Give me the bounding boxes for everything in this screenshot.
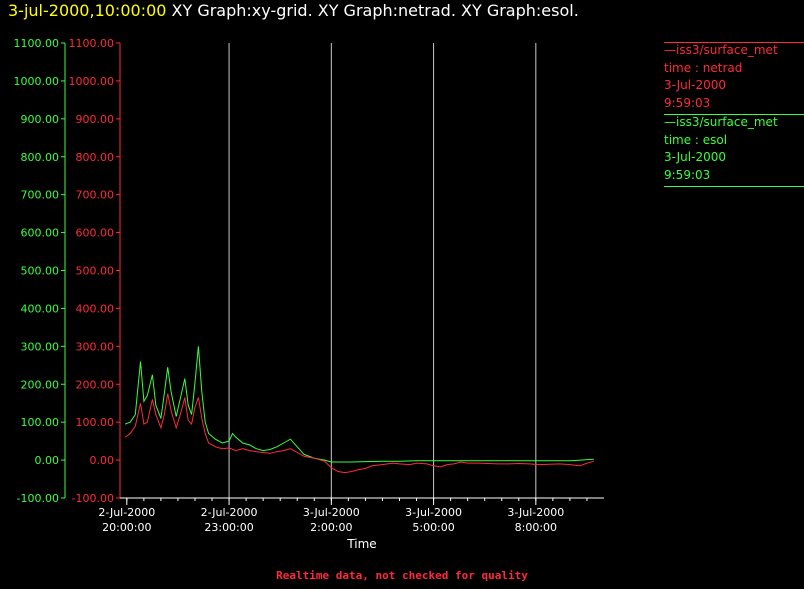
legend-esol-date: 3-Jul-2000 bbox=[664, 150, 726, 164]
xy-graph: -100.00 -100.00 0.00 0.00 100.00 100.00 200.00… bbox=[14, 37, 604, 551]
graph-title: 3-jul-2000,10:00:00 XY Graph:xy-grid. XY… bbox=[8, 1, 579, 20]
legend-esol-source: —iss3/surface_met bbox=[664, 115, 778, 129]
netrad-ytick-label-0: -100.00 bbox=[72, 492, 114, 505]
legend-netrad: —iss3/surface_met time : netrad 3-Jul-20… bbox=[664, 42, 804, 116]
esol-ytick-label-7: 600.00 bbox=[21, 227, 60, 240]
x-tick-time-4: 8:00:00 bbox=[515, 521, 557, 534]
esol-ytick-label-1: 0.00 bbox=[35, 454, 60, 467]
legend-netrad-date: 3-Jul-2000 bbox=[664, 78, 726, 92]
legend-netrad-variable: time : netrad bbox=[664, 60, 743, 75]
netrad-ytick-label-8: 700.00 bbox=[76, 189, 115, 202]
legend-esol-variable: time : esol bbox=[664, 132, 728, 147]
quality-warning: Realtime data, not checked for quality bbox=[276, 569, 528, 582]
x-tick-time-2: 2:00:00 bbox=[310, 521, 352, 534]
esol-ytick-label-3: 200.00 bbox=[21, 378, 60, 391]
x-tick-time-3: 5:00:00 bbox=[412, 521, 454, 534]
legend-esol-top-rule bbox=[664, 114, 804, 115]
netrad-ytick-label-12: 1100.00 bbox=[69, 37, 115, 50]
x-tick-date-0: 2-Jul-2000 bbox=[98, 506, 155, 519]
series-line-netrad bbox=[124, 393, 594, 474]
x-tick-date-3: 3-Jul-2000 bbox=[405, 506, 462, 519]
title-timestamp: 3-jul-2000,10:00:00 bbox=[8, 1, 167, 20]
netrad-ytick-label-2: 100.00 bbox=[76, 416, 115, 429]
netrad-ytick-label-4: 300.00 bbox=[76, 340, 115, 353]
series-line-esol bbox=[124, 346, 594, 463]
x-tick-time-0: 20:00:00 bbox=[102, 521, 151, 534]
legend-esol: —iss3/surface_met time : esol 3-Jul-2000… bbox=[664, 114, 804, 188]
esol-ytick-label-4: 300.00 bbox=[21, 340, 60, 353]
legend-netrad-rule bbox=[664, 42, 804, 43]
x-tick-time-1: 23:00:00 bbox=[204, 521, 253, 534]
esol-ytick-label-8: 700.00 bbox=[21, 189, 60, 202]
netrad-ytick-label-9: 800.00 bbox=[76, 151, 115, 164]
esol-ytick-label-5: 400.00 bbox=[21, 302, 60, 315]
esol-ytick-label-11: 1000.00 bbox=[14, 75, 60, 88]
esol-ytick-label-9: 800.00 bbox=[21, 151, 60, 164]
legend-netrad-source: —iss3/surface_met bbox=[664, 43, 778, 57]
x-tick-date-1: 2-Jul-2000 bbox=[201, 506, 258, 519]
netrad-ytick-label-6: 500.00 bbox=[76, 265, 115, 278]
netrad-ytick-label-5: 400.00 bbox=[76, 302, 115, 315]
esol-ytick-label-2: 100.00 bbox=[21, 416, 60, 429]
title-graph-names: XY Graph:xy-grid. XY Graph:netrad. XY Gr… bbox=[166, 1, 579, 20]
netrad-ytick-label-11: 1000.00 bbox=[69, 75, 115, 88]
x-tick-date-4: 3-Jul-2000 bbox=[507, 506, 564, 519]
netrad-ytick-label-7: 600.00 bbox=[76, 227, 115, 240]
x-tick-date-2: 3-Jul-2000 bbox=[303, 506, 360, 519]
esol-ytick-label-12: 1100.00 bbox=[14, 37, 60, 50]
legend-netrad-time: 9:59:03 bbox=[664, 95, 711, 110]
x-axis-label: Time bbox=[346, 537, 376, 551]
netrad-ytick-label-3: 200.00 bbox=[76, 378, 115, 391]
netrad-ytick-label-10: 900.00 bbox=[76, 113, 115, 126]
netrad-ytick-label-1: 0.00 bbox=[90, 454, 115, 467]
esol-ytick-label-0: -100.00 bbox=[17, 492, 59, 505]
legend-esol-bottom-rule bbox=[664, 186, 804, 187]
legend-esol-time: 9:59:03 bbox=[664, 167, 711, 182]
esol-ytick-label-6: 500.00 bbox=[21, 265, 60, 278]
esol-ytick-label-10: 900.00 bbox=[21, 113, 60, 126]
